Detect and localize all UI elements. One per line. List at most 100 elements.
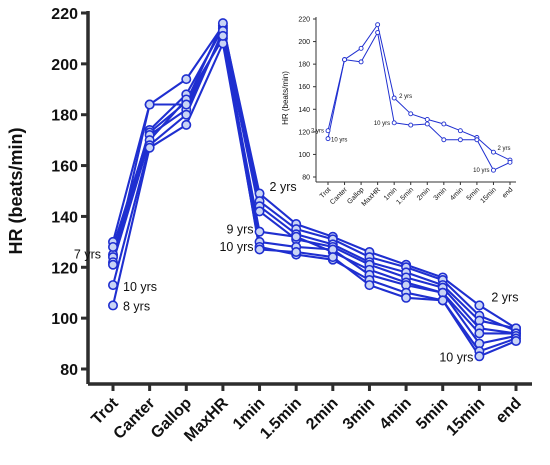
series-line	[327, 24, 511, 161]
y-tick-label: 200	[51, 57, 78, 74]
series-annotation: 2 yrs	[491, 290, 518, 304]
data-point	[181, 99, 192, 110]
data-point	[510, 336, 521, 347]
data-point	[408, 122, 414, 128]
series-annotation: 10 yrs	[374, 121, 390, 127]
y-tick-label: 100	[51, 311, 78, 328]
data-point	[441, 121, 447, 127]
series-line	[111, 34, 517, 358]
data-point	[254, 206, 265, 217]
data-point	[108, 300, 119, 311]
x-tick-label: 15min	[443, 395, 488, 440]
data-point	[181, 109, 192, 120]
series-annotation: 2 yrs	[311, 129, 324, 135]
series-line	[111, 22, 517, 330]
series-annotation: 10 yrs	[123, 280, 157, 294]
data-point	[375, 22, 381, 28]
y-tick-label: 100	[298, 152, 310, 159]
data-point	[474, 300, 485, 311]
series-annotation: 7 yrs	[74, 248, 101, 262]
x-tick-label: 1.5min	[257, 395, 305, 443]
data-point	[391, 95, 397, 101]
x-tick-label: Canter	[329, 186, 349, 206]
series-line	[111, 32, 517, 335]
x-tick-label: 4min	[449, 186, 465, 202]
y-tick-label: 180	[298, 62, 310, 69]
x-tick-label: Trot	[319, 186, 333, 200]
y-axis-label: HR (beats/min)	[281, 71, 290, 125]
data-point	[181, 119, 192, 130]
data-point	[491, 149, 496, 155]
data-point	[108, 259, 119, 270]
data-point	[424, 116, 430, 122]
data-point	[375, 30, 381, 35]
series-annotation: 10 yrs	[473, 168, 489, 174]
series-line	[111, 29, 517, 345]
y-axis-label: HR (beats/min)	[6, 127, 26, 254]
series-line	[111, 27, 517, 332]
x-tick-label: end	[493, 395, 525, 427]
y-tick-label: 160	[298, 84, 310, 91]
series-line	[111, 37, 516, 335]
data-point	[474, 137, 480, 143]
y-tick-label: 200	[298, 39, 310, 46]
data-point	[358, 59, 364, 65]
x-tick-label: MaxHR	[361, 186, 382, 207]
inset-chart: 80 100 120 140 160 180 200 220 HR (beats/min) Tro…	[281, 17, 516, 208]
data-point	[342, 57, 347, 63]
data-point	[291, 247, 302, 258]
data-point	[441, 137, 447, 143]
x-tick-label: 15min	[479, 186, 498, 205]
series-annotation: 10 yrs	[331, 138, 347, 144]
data-point	[325, 128, 331, 134]
series-annotation: 10 yrs	[439, 350, 473, 364]
x-tick-label: 2min	[416, 186, 432, 202]
x-tick-label: 1.5min	[395, 186, 415, 206]
y-tick-label: 120	[298, 129, 310, 136]
x-tick-label: 4min	[376, 395, 414, 433]
data-point	[457, 137, 463, 143]
data-point	[327, 252, 338, 263]
data-point	[507, 159, 513, 165]
data-point	[254, 226, 265, 237]
data-point	[457, 128, 463, 134]
y-tick-label: 160	[51, 159, 78, 176]
series-annotation: 2 yrs	[270, 180, 297, 194]
y-tick-label: 140	[298, 107, 310, 114]
data-point	[474, 351, 485, 362]
data-point	[401, 292, 412, 303]
y-tick-label: 80	[302, 175, 310, 182]
series-line	[327, 32, 511, 171]
series-annotation: 10 yrs	[219, 240, 253, 254]
x-tick-label: Canter	[111, 395, 159, 443]
data-point	[108, 241, 119, 252]
series-line	[111, 24, 517, 330]
data-point	[437, 295, 448, 306]
data-point	[325, 136, 331, 142]
data-point	[491, 167, 496, 173]
series-annotation: 9 yrs	[226, 223, 253, 237]
y-tick-label: 220	[298, 17, 310, 24]
data-point	[217, 30, 228, 41]
data-point	[424, 121, 430, 127]
x-tick-label: end	[501, 186, 514, 199]
data-point	[391, 120, 397, 126]
data-point	[144, 142, 155, 153]
x-tick-label: 3min	[340, 395, 378, 433]
data-point	[291, 231, 302, 242]
data-point	[474, 328, 485, 339]
y-tick-label: 140	[51, 209, 78, 226]
x-tick-label: 2min	[303, 395, 341, 433]
y-tick-label: 180	[51, 108, 78, 125]
data-point	[108, 280, 119, 291]
main-chart: 80 100 120 140 160 180 200 220 HR (beats/min) Tro…	[6, 6, 532, 445]
y-tick-label: 220	[51, 6, 78, 23]
y-tick-label: 80	[60, 362, 78, 379]
data-point	[254, 244, 265, 255]
series-annotation: 2 yrs	[497, 146, 510, 152]
data-point	[408, 111, 414, 117]
series-annotation: 8 yrs	[123, 299, 150, 313]
x-tick-label: 3min	[433, 186, 449, 202]
